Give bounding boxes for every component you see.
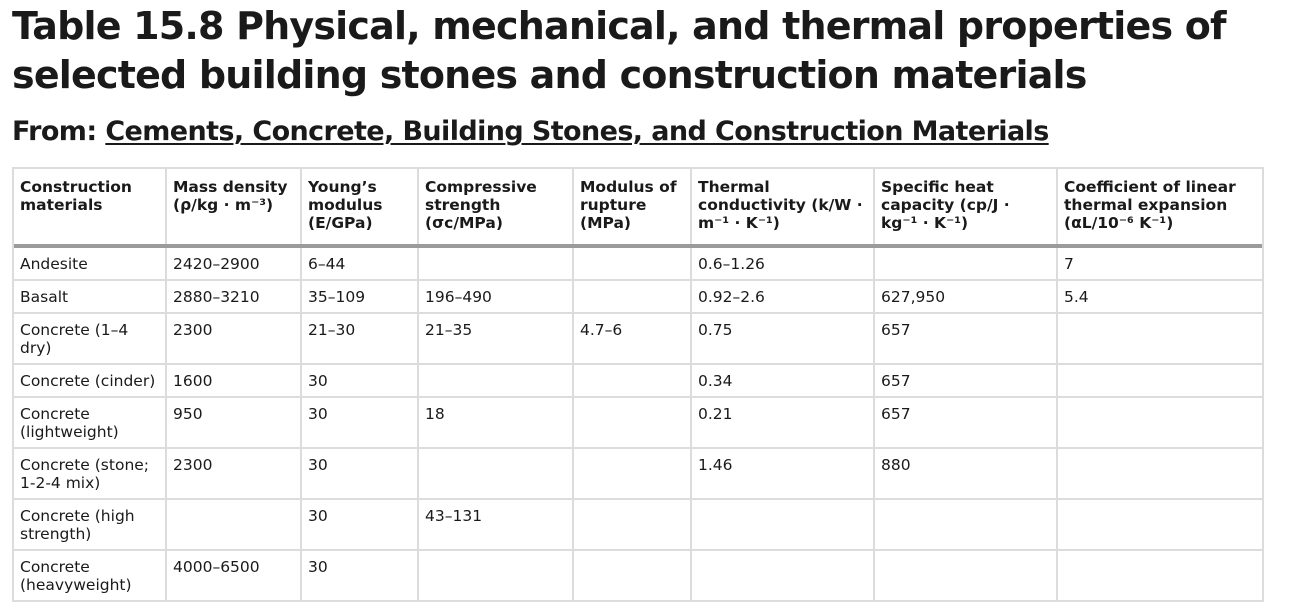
table-cell: 657 bbox=[873, 397, 1058, 448]
table-cell: Concrete (lightweight) bbox=[14, 397, 167, 448]
header-construction-materials: Construction materials bbox=[14, 169, 167, 246]
table-cell bbox=[1056, 313, 1262, 364]
source-line: From: Cements, Concrete, Building Stones… bbox=[12, 112, 1049, 152]
table-cell bbox=[1056, 397, 1262, 448]
table-row: Concrete (cinder) 1600 30 0.34 657 bbox=[14, 364, 1262, 397]
header-modulus-of-rupture: Modulus of rupture (MPa) bbox=[572, 169, 692, 246]
table-row: Concrete (high strength) 30 43–131 bbox=[14, 499, 1262, 550]
table-row: Concrete (heavyweight) 4000–6500 30 bbox=[14, 550, 1262, 601]
page-title: Table 15.8 Physical, mechanical, and the… bbox=[12, 4, 1227, 97]
table-cell bbox=[690, 550, 875, 601]
table-cell: 1600 bbox=[165, 364, 302, 397]
table-cell bbox=[1056, 499, 1262, 550]
table-cell: 2420–2900 bbox=[165, 246, 302, 280]
table-cell: 6–44 bbox=[300, 246, 419, 280]
table-cell: Concrete (stone; 1-2-4 mix) bbox=[14, 448, 167, 499]
table-cell: 1.46 bbox=[690, 448, 875, 499]
properties-table: Construction materials Mass density (ρ/k… bbox=[14, 169, 1262, 602]
table-cell: 30 bbox=[300, 499, 419, 550]
table-cell: 0.6–1.26 bbox=[690, 246, 875, 280]
table-cell bbox=[165, 499, 302, 550]
table-cell bbox=[417, 448, 574, 499]
table-cell: 4.7–6 bbox=[572, 313, 692, 364]
table-cell: 627,950 bbox=[873, 280, 1058, 313]
table-cell: 4000–6500 bbox=[165, 550, 302, 601]
table-cell: 2300 bbox=[165, 313, 302, 364]
table-row: Concrete (lightweight) 950 30 18 0.21 657 bbox=[14, 397, 1262, 448]
table-cell: Basalt bbox=[14, 280, 167, 313]
table-cell bbox=[1056, 448, 1262, 499]
table-cell bbox=[417, 246, 574, 280]
properties-table-container: Construction materials Mass density (ρ/k… bbox=[12, 167, 1264, 602]
table-cell bbox=[873, 499, 1058, 550]
table-cell bbox=[417, 364, 574, 397]
table-cell bbox=[572, 397, 692, 448]
table-cell: 7 bbox=[1056, 246, 1262, 280]
table-cell bbox=[1056, 364, 1262, 397]
table-cell: 2880–3210 bbox=[165, 280, 302, 313]
table-cell: 21–30 bbox=[300, 313, 419, 364]
table-cell: 880 bbox=[873, 448, 1058, 499]
table-cell: 657 bbox=[873, 364, 1058, 397]
table-cell: 5.4 bbox=[1056, 280, 1262, 313]
table-row: Basalt 2880–3210 35–109 196–490 0.92–2.6 627,… bbox=[14, 280, 1262, 313]
table-cell: Concrete (cinder) bbox=[14, 364, 167, 397]
table-cell: 30 bbox=[300, 364, 419, 397]
table-cell bbox=[873, 246, 1058, 280]
table-cell bbox=[873, 550, 1058, 601]
table-cell: 0.34 bbox=[690, 364, 875, 397]
header-thermal-expansion: Coefficient of linear thermal expansion … bbox=[1056, 169, 1262, 246]
table-cell bbox=[417, 550, 574, 601]
table-cell: 0.92–2.6 bbox=[690, 280, 875, 313]
table-cell bbox=[572, 499, 692, 550]
header-mass-density: Mass density (ρ/kg · m⁻³) bbox=[165, 169, 302, 246]
table-cell: 18 bbox=[417, 397, 574, 448]
table-cell: 2300 bbox=[165, 448, 302, 499]
header-specific-heat-capacity: Specific heat capacity (cp/J · kg⁻¹ · K⁻… bbox=[873, 169, 1058, 246]
table-cell: 43–131 bbox=[417, 499, 574, 550]
table-cell: 0.75 bbox=[690, 313, 875, 364]
table-cell: Andesite bbox=[14, 246, 167, 280]
table-cell: 950 bbox=[165, 397, 302, 448]
table-cell bbox=[572, 448, 692, 499]
table-cell: 657 bbox=[873, 313, 1058, 364]
table-cell: Concrete (heavyweight) bbox=[14, 550, 167, 601]
table-cell: 30 bbox=[300, 448, 419, 499]
table-cell: 21–35 bbox=[417, 313, 574, 364]
table-header-row: Construction materials Mass density (ρ/k… bbox=[14, 169, 1262, 246]
table-cell bbox=[572, 280, 692, 313]
table-row: Andesite 2420–2900 6–44 0.6–1.26 7 bbox=[14, 246, 1262, 280]
table-cell: 196–490 bbox=[417, 280, 574, 313]
table-cell: 0.21 bbox=[690, 397, 875, 448]
header-thermal-conductivity: Thermal conductivity (k/W · m⁻¹ · K⁻¹) bbox=[690, 169, 875, 246]
table-cell: Concrete (1–4 dry) bbox=[14, 313, 167, 364]
source-link[interactable]: Cements, Concrete, Building Stones, and … bbox=[105, 116, 1049, 147]
table-cell: 30 bbox=[300, 550, 419, 601]
table-row: Concrete (1–4 dry) 2300 21–30 21–35 4.7–6 0.7… bbox=[14, 313, 1262, 364]
table-cell: 30 bbox=[300, 397, 419, 448]
table-cell bbox=[572, 364, 692, 397]
table-cell bbox=[690, 499, 875, 550]
table-cell bbox=[572, 550, 692, 601]
table-cell bbox=[572, 246, 692, 280]
source-prefix: From: bbox=[12, 116, 97, 147]
header-compressive-strength: Compressive strength (σc/MPa) bbox=[417, 169, 574, 246]
table-cell bbox=[1056, 550, 1262, 601]
header-youngs-modulus: Young’s modulus (E/GPa) bbox=[300, 169, 419, 246]
table-body: Andesite 2420–2900 6–44 0.6–1.26 7 Basalt 2880… bbox=[14, 246, 1262, 601]
table-cell: 35–109 bbox=[300, 280, 419, 313]
table-cell: Concrete (high strength) bbox=[14, 499, 167, 550]
table-row: Concrete (stone; 1-2-4 mix) 2300 30 1.46 880 bbox=[14, 448, 1262, 499]
